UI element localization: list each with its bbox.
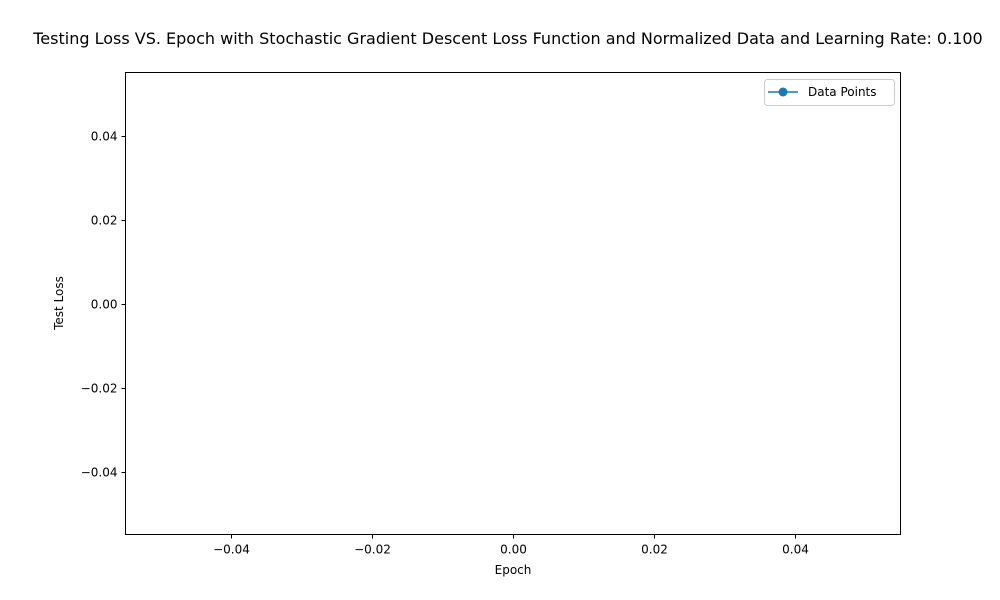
x-tick-label: 0.04 <box>782 543 809 557</box>
y-tick-label: 0.00 <box>91 298 118 312</box>
legend-marker-swatch <box>778 87 788 97</box>
legend: Data Points <box>764 79 895 106</box>
x-tick-label: 0.02 <box>641 543 668 557</box>
y-tick-label: 0.04 <box>91 130 118 144</box>
x-axis: −0.04 −0.02 0.00 0.02 0.04 <box>213 534 809 557</box>
plot-frame <box>125 72 901 535</box>
y-tick-label: −0.02 <box>81 382 118 396</box>
y-axis: −0.04 −0.02 0.00 0.02 0.04 <box>81 130 126 480</box>
x-tick-label: −0.04 <box>213 543 250 557</box>
legend-label-data-points: Data Points <box>808 85 877 99</box>
chart-title: Testing Loss VS. Epoch with Stochastic G… <box>32 29 982 48</box>
x-tick-label: −0.02 <box>354 543 391 557</box>
x-axis-label: Epoch <box>495 563 532 577</box>
y-axis-label: Test Loss <box>52 276 66 331</box>
legend-frame <box>764 79 895 106</box>
y-tick-label: −0.04 <box>81 466 118 480</box>
x-tick-label: 0.00 <box>500 543 527 557</box>
y-tick-label: 0.02 <box>91 214 118 228</box>
